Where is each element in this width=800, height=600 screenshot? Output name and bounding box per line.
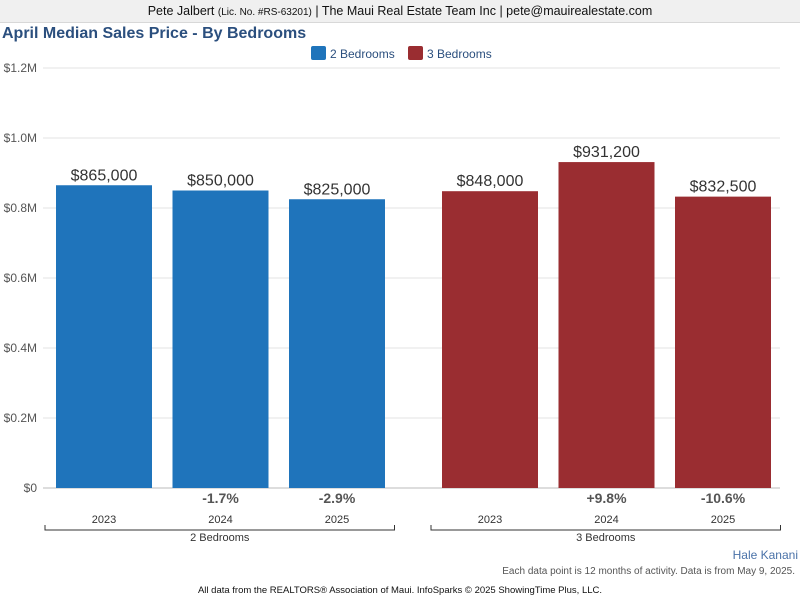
y-tick-label: $1.0M [4,131,37,145]
license-number: (Lic. No. #RS-63201) [217,7,312,18]
y-tick-label: $0.2M [4,411,37,425]
company-contact: | The Maui Real Estate Team Inc | pete@m… [315,4,653,18]
legend-swatch [311,46,326,60]
change-label: -2.9% [319,490,356,506]
change-label: -1.7% [202,490,239,506]
bar-value-label: $848,000 [457,173,524,190]
footer-credit: All data from the REALTORS® Association … [197,585,603,596]
change-label: +9.8% [586,490,627,506]
group-bracket [430,525,781,531]
bar [56,185,152,488]
bar-value-label: $850,000 [187,173,254,190]
bar-value-label: $865,000 [71,167,138,184]
x-tick-label: 2025 [325,514,349,526]
y-tick-label: $0.6M [4,271,37,285]
y-tick-label: $0.4M [4,341,37,355]
chart-title: April Median Sales Price - By Bedrooms [2,25,307,42]
bar [289,199,385,488]
y-tick-label: $1.2M [4,61,37,75]
bar [172,190,269,488]
bar [558,162,655,488]
y-tick-label: $0 [24,481,38,495]
legend-label: 2 Bedrooms [330,47,395,61]
x-tick-label: 2023 [92,514,116,526]
x-tick-label: 2025 [711,514,735,526]
header-bar: Pete Jalbert (Lic. No. #RS-63201) | The … [0,0,800,23]
change-label: -10.6% [701,490,746,506]
legend-swatch [408,46,423,60]
x-tick-label: 2023 [478,514,502,526]
bar [442,191,538,488]
bar-value-label: $825,000 [304,181,371,198]
agent-name: Pete Jalbert [147,4,215,18]
group-bracket [44,525,395,531]
brand-label: Hale Kanani [732,548,798,562]
x-tick-label: 2024 [594,514,618,526]
y-tick-label: $0.8M [4,201,37,215]
bar [675,196,771,488]
bar-value-label: $832,500 [690,179,757,196]
data-note: Each data point is 12 months of activity… [502,566,795,577]
group-label: 3 Bedrooms [576,532,636,544]
group-label: 2 Bedrooms [190,532,250,544]
x-tick-label: 2024 [208,514,232,526]
legend-label: 3 Bedrooms [427,47,492,61]
bar-value-label: $931,200 [573,144,640,161]
